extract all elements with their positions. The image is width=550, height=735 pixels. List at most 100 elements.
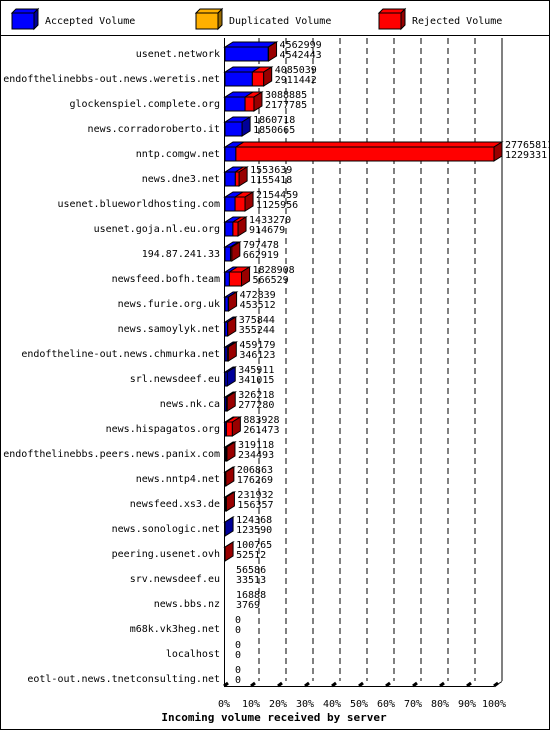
category-label: usenet.goja.nl.eu.org <box>94 224 220 235</box>
category-label: endofthelinebbs.peers.news.panix.com <box>3 449 220 460</box>
bar-accepted-label: 277280 <box>238 400 274 411</box>
x-tick-label: 40% <box>323 699 341 710</box>
category-label: news.samoylyk.net <box>118 324 220 335</box>
x-axis-title: Incoming volume received by server <box>161 711 387 724</box>
category-label: m68k.vk3heg.net <box>130 624 220 635</box>
category-label: localhost <box>166 649 220 660</box>
bar-rejected <box>236 142 502 161</box>
bar-rejected-face <box>236 147 494 161</box>
category-label: news.dne3.net <box>142 174 220 185</box>
bar-accepted-face <box>225 172 235 186</box>
x-tick-label: 50% <box>350 699 368 710</box>
x-tick-label: 70% <box>404 699 422 710</box>
category-label: news.hispagatos.org <box>106 424 220 435</box>
bar-accepted-face <box>225 247 230 261</box>
category-label: news.nk.ca <box>160 399 220 410</box>
bar-rejected-face <box>235 172 239 186</box>
legend-swatch-side <box>34 9 38 29</box>
bar-rejected-face <box>233 222 238 236</box>
category-label: glockenspiel.complete.org <box>69 99 220 110</box>
category-label: usenet.network <box>136 49 220 60</box>
bar-accepted-face <box>225 97 245 111</box>
bar-accepted-face <box>225 197 235 211</box>
x-tick-label: 80% <box>431 699 449 710</box>
category-label: srl.newsdeef.eu <box>130 374 220 385</box>
bar-accepted-label: 33513 <box>236 575 266 586</box>
legend-label: Rejected Volume <box>412 16 502 27</box>
bar-rejected-face <box>235 197 245 211</box>
bar-accepted-label: 176269 <box>237 475 273 486</box>
bar-accepted-label: 662919 <box>243 250 279 261</box>
bar-accepted-label: 156357 <box>237 500 273 511</box>
legend-label: Accepted Volume <box>45 16 135 27</box>
bar-row: 00 <box>235 665 241 686</box>
category-label: 194.87.241.33 <box>142 249 220 260</box>
bar-rejected-face <box>226 422 232 436</box>
bar-row: 00 <box>235 640 241 661</box>
bar-rejected-face <box>229 272 241 286</box>
x-tick-label: 20% <box>269 699 287 710</box>
bar-accepted-label: 234493 <box>238 450 274 461</box>
category-label: nntp.comgw.net <box>136 149 220 160</box>
category-label: srv.newsdeef.eu <box>130 574 220 585</box>
category-label: news.sonologic.net <box>112 524 220 535</box>
x-tick-label: 10% <box>242 699 260 710</box>
bar-accepted-label: 355244 <box>239 325 275 336</box>
bar-accepted-label: 261473 <box>243 425 279 436</box>
bar-accepted-label: 3769 <box>236 600 260 611</box>
bar-row: 00 <box>235 615 241 636</box>
legend-swatch <box>379 13 401 29</box>
bar-accepted-label: 566529 <box>253 275 289 286</box>
bar-accepted-label: 1155418 <box>250 175 292 186</box>
bar-accepted-label: 2177785 <box>265 100 307 111</box>
bar-accepted-label: 346123 <box>239 350 275 361</box>
bar-accepted-face <box>225 272 229 286</box>
bar-accepted-label: 453512 <box>240 300 276 311</box>
category-label: usenet.blueworldhosting.com <box>57 199 220 210</box>
bar-accepted-label: 914679 <box>249 225 285 236</box>
bar-rejected-face <box>245 97 254 111</box>
bar-accepted-label: 0 <box>235 650 241 661</box>
x-tick-label: 30% <box>296 699 314 710</box>
x-tick-label: 90% <box>458 699 476 710</box>
category-label: peering.usenet.ovh <box>112 549 220 560</box>
category-label: endoftheline-out.news.chmurka.net <box>21 349 220 360</box>
bar-accepted-face <box>225 222 233 236</box>
x-tick-label: 100% <box>482 699 506 710</box>
category-label: news.bbs.nz <box>154 599 220 610</box>
x-tick-label: 0% <box>218 699 230 710</box>
category-label: news.nntp4.net <box>136 474 220 485</box>
bar-accepted-face <box>225 147 236 161</box>
bar-accepted-label: 1229331 <box>505 150 547 161</box>
legend-label: Duplicated Volume <box>229 16 331 27</box>
legend-swatch <box>196 13 218 29</box>
category-label: news.corradoroberto.it <box>88 124 220 135</box>
bar-rejected-face <box>252 72 263 86</box>
bar-rejected-top <box>236 142 502 147</box>
bar-accepted-label: 4542443 <box>280 50 322 61</box>
bar-accepted-label: 123590 <box>236 525 272 536</box>
bar-accepted-face <box>225 122 242 136</box>
bar-accepted-label: 52512 <box>236 550 266 561</box>
bar-accepted-face <box>225 72 252 86</box>
bar-accepted-face <box>225 47 268 61</box>
category-label: news.furie.org.uk <box>118 299 220 310</box>
category-label: endofthelinebbs-out.news.weretis.net <box>3 74 220 85</box>
